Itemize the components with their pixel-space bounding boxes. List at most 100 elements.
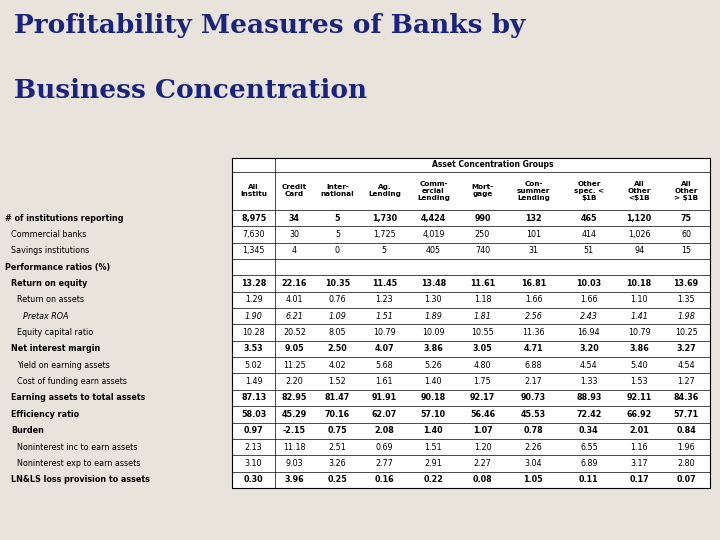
Text: 1.52: 1.52 — [328, 377, 346, 386]
Text: 250: 250 — [475, 230, 490, 239]
Text: 6.88: 6.88 — [525, 361, 542, 370]
Text: Profitability Measures of Banks by: Profitability Measures of Banks by — [14, 13, 526, 38]
Text: 1.05: 1.05 — [523, 475, 544, 484]
Text: 16.81: 16.81 — [521, 279, 546, 288]
Text: 1.30: 1.30 — [425, 295, 442, 305]
Text: 94: 94 — [634, 246, 644, 255]
Text: 57.71: 57.71 — [673, 410, 698, 419]
Text: 0.16: 0.16 — [374, 475, 394, 484]
Text: Savings institutions: Savings institutions — [11, 246, 89, 255]
Text: 9.03: 9.03 — [286, 459, 303, 468]
Text: 5.68: 5.68 — [376, 361, 393, 370]
Text: 4.01: 4.01 — [286, 295, 303, 305]
Text: Other
spec. <
$1B: Other spec. < $1B — [574, 181, 604, 200]
Text: 84.36: 84.36 — [673, 394, 698, 402]
Text: 87.13: 87.13 — [241, 394, 266, 402]
Text: 22.16: 22.16 — [282, 279, 307, 288]
Text: 101: 101 — [526, 230, 541, 239]
Text: 15: 15 — [681, 246, 691, 255]
Text: -2.15: -2.15 — [283, 426, 306, 435]
Text: 72.42: 72.42 — [576, 410, 602, 419]
Text: 6.21: 6.21 — [286, 312, 303, 321]
Text: 1.51: 1.51 — [425, 443, 442, 451]
Text: 1.51: 1.51 — [375, 312, 393, 321]
Text: 1.66: 1.66 — [525, 295, 542, 305]
Text: 11.18: 11.18 — [283, 443, 306, 451]
Text: 4,424: 4,424 — [420, 213, 446, 222]
Text: 1,725: 1,725 — [373, 230, 396, 239]
Text: 2.56: 2.56 — [525, 312, 542, 321]
Text: 1.35: 1.35 — [678, 295, 695, 305]
Text: Efficiency ratio: Efficiency ratio — [11, 410, 79, 419]
Text: 1.49: 1.49 — [245, 377, 263, 386]
Text: 1.33: 1.33 — [580, 377, 598, 386]
Text: 3.17: 3.17 — [631, 459, 648, 468]
Text: 0: 0 — [335, 246, 340, 255]
Text: 34: 34 — [289, 213, 300, 222]
Text: 4.54: 4.54 — [580, 361, 598, 370]
Text: Comm-
ercial
Lending: Comm- ercial Lending — [417, 181, 450, 200]
Text: 1.81: 1.81 — [474, 312, 492, 321]
Text: 91.91: 91.91 — [372, 394, 397, 402]
Text: 88.93: 88.93 — [576, 394, 602, 402]
Text: 10.09: 10.09 — [422, 328, 445, 337]
Text: 3.27: 3.27 — [676, 345, 696, 353]
Text: 990: 990 — [474, 213, 491, 222]
Text: 4.71: 4.71 — [523, 345, 544, 353]
Text: 132: 132 — [525, 213, 541, 222]
Text: 4.02: 4.02 — [328, 361, 346, 370]
Text: 2.01: 2.01 — [629, 426, 649, 435]
Text: 2.51: 2.51 — [328, 443, 346, 451]
Text: 45.29: 45.29 — [282, 410, 307, 419]
Text: 2.80: 2.80 — [678, 459, 695, 468]
Text: 1.61: 1.61 — [376, 377, 393, 386]
Text: 8,975: 8,975 — [241, 213, 266, 222]
Text: Business Concentration: Business Concentration — [14, 78, 367, 103]
Text: All
Other
> $1B: All Other > $1B — [674, 181, 698, 200]
Text: 11.25: 11.25 — [283, 361, 306, 370]
Text: 0.84: 0.84 — [676, 426, 696, 435]
Text: 10.25: 10.25 — [675, 328, 698, 337]
Text: 1.96: 1.96 — [678, 443, 695, 451]
Text: 2.50: 2.50 — [328, 345, 347, 353]
Text: 13.69: 13.69 — [673, 279, 698, 288]
Text: All
Institu: All Institu — [240, 185, 267, 197]
Text: 6.55: 6.55 — [580, 443, 598, 451]
Text: 90.73: 90.73 — [521, 394, 546, 402]
Text: 1.40: 1.40 — [423, 426, 444, 435]
Text: 11.45: 11.45 — [372, 279, 397, 288]
Text: LN&LS loss provision to assets: LN&LS loss provision to assets — [11, 475, 150, 484]
Text: Return on equity: Return on equity — [11, 279, 87, 288]
Text: 58.03: 58.03 — [241, 410, 266, 419]
Text: 51: 51 — [584, 246, 594, 255]
Text: 1,730: 1,730 — [372, 213, 397, 222]
Text: 2.77: 2.77 — [375, 459, 393, 468]
Text: Net interest margin: Net interest margin — [11, 345, 100, 353]
Text: 9.05: 9.05 — [284, 345, 305, 353]
Text: 1.75: 1.75 — [474, 377, 491, 386]
Text: All
Other
<$1B: All Other <$1B — [628, 181, 651, 200]
Text: 1.98: 1.98 — [678, 312, 695, 321]
Text: Pretax ROA: Pretax ROA — [23, 312, 68, 321]
Text: 3.86: 3.86 — [629, 345, 649, 353]
Text: Con-
summer
Lending: Con- summer Lending — [517, 181, 550, 200]
Text: 405: 405 — [426, 246, 441, 255]
Text: 70.16: 70.16 — [325, 410, 350, 419]
Text: 0.30: 0.30 — [244, 475, 264, 484]
Text: 66.92: 66.92 — [626, 410, 652, 419]
Text: 2.13: 2.13 — [245, 443, 263, 451]
Text: 82.95: 82.95 — [282, 394, 307, 402]
Text: 2.91: 2.91 — [425, 459, 442, 468]
Text: 1.66: 1.66 — [580, 295, 598, 305]
Text: 60: 60 — [681, 230, 691, 239]
Text: 0.78: 0.78 — [523, 426, 544, 435]
Text: # of institutions reporting: # of institutions reporting — [5, 213, 124, 222]
Text: Return on assets: Return on assets — [17, 295, 84, 305]
Text: 3.05: 3.05 — [472, 345, 492, 353]
Text: 5.02: 5.02 — [245, 361, 263, 370]
Text: 5: 5 — [335, 230, 340, 239]
Text: 0.97: 0.97 — [244, 426, 264, 435]
Text: Equity capital ratio: Equity capital ratio — [17, 328, 94, 337]
Text: 1.20: 1.20 — [474, 443, 491, 451]
Text: 8.05: 8.05 — [328, 328, 346, 337]
